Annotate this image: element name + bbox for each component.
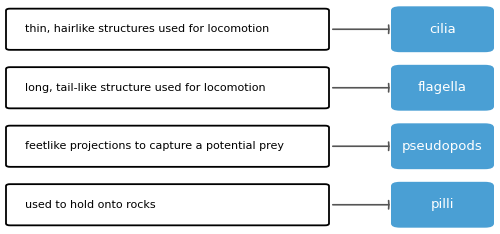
Text: flagella: flagella (418, 81, 467, 94)
Text: pseudopods: pseudopods (402, 140, 483, 153)
Text: cilia: cilia (429, 23, 456, 36)
FancyBboxPatch shape (6, 67, 329, 108)
Text: feetlike projections to capture a potential prey: feetlike projections to capture a potent… (25, 141, 284, 151)
FancyBboxPatch shape (391, 182, 494, 228)
Text: thin, hairlike structures used for locomotion: thin, hairlike structures used for locom… (25, 24, 269, 34)
FancyBboxPatch shape (6, 9, 329, 50)
Text: long, tail-like structure used for locomotion: long, tail-like structure used for locom… (25, 83, 266, 93)
FancyBboxPatch shape (6, 126, 329, 167)
FancyBboxPatch shape (391, 123, 494, 169)
Text: pilli: pilli (431, 198, 454, 211)
FancyBboxPatch shape (391, 6, 494, 52)
FancyBboxPatch shape (391, 65, 494, 111)
FancyBboxPatch shape (6, 184, 329, 225)
Text: used to hold onto rocks: used to hold onto rocks (25, 200, 156, 210)
